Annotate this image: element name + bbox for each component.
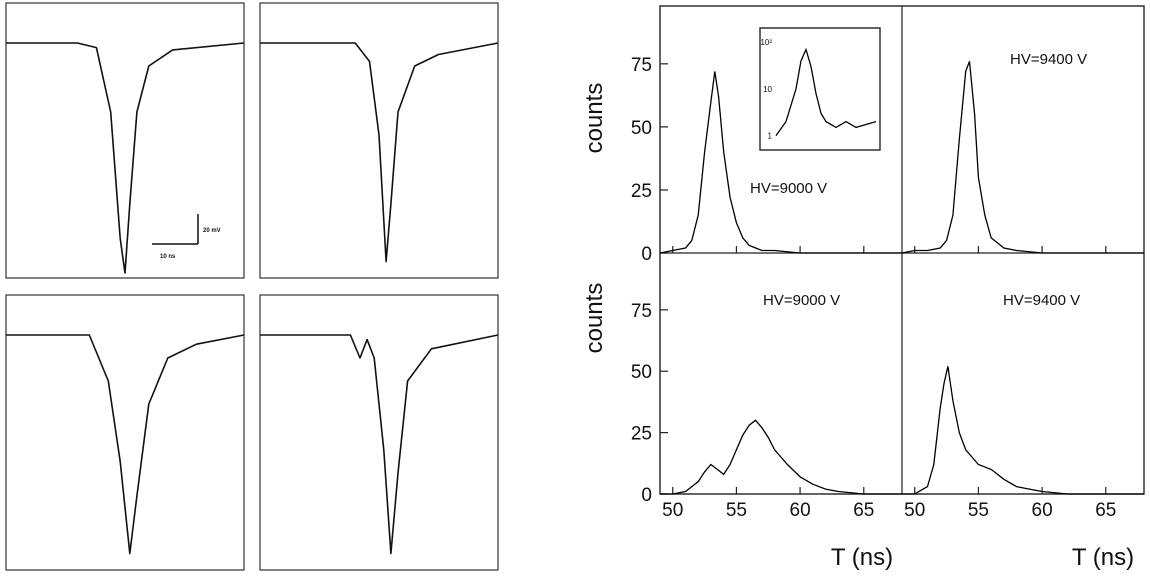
inset-ytick-label-1: 1 (768, 132, 773, 141)
scope-trace-tr (260, 42, 499, 263)
ytick-label-bottom-left-75: 75 (631, 301, 652, 322)
histogram-line-top-left (659, 71, 902, 254)
annotation-top-right: HV=9400 V (1010, 51, 1087, 68)
inset-ytick-label-100: 10² (760, 38, 772, 47)
annotation-bottom-right: HV=9400 V (1003, 292, 1080, 309)
histogram-panels: 0 25 50 75 0 25 50 75 50 55 60 65 50 55 60 65 counts co… (581, 5, 1145, 571)
annotation-top-left: HV=9000 V (750, 180, 827, 197)
ytick-label-bottom-left-0: 0 (641, 485, 652, 506)
xtick-label-bottom-left-50: 50 (662, 500, 683, 521)
xtick-label-bottom-right-60: 60 (1032, 500, 1053, 521)
oscilloscope-panels: 10 ns 20 mV (5, 2, 499, 571)
scale-bar-time-label: 10 ns (160, 254, 176, 260)
xtick-label-bottom-left-55: 55 (726, 500, 747, 521)
scope-panel-tl (5, 2, 245, 279)
ylabel-top: counts (581, 83, 608, 154)
ytick-label-bottom-left-50: 50 (631, 362, 652, 383)
scope-panel-tr (259, 2, 499, 279)
inset-ytick-label-10: 10 (763, 85, 772, 94)
scope-trace-br (260, 334, 499, 555)
inset-frame (759, 27, 881, 151)
xlabel-right: T (ns) (1072, 544, 1134, 571)
histogram-line-bottom-right (902, 366, 1144, 495)
scale-bar: 10 ns 20 mV (152, 214, 221, 260)
histogram-line-bottom-left (660, 419, 902, 495)
ytick-label-bottom-left-25: 25 (631, 424, 652, 445)
inset-log-histogram: 1 10 10² (759, 27, 881, 151)
scope-panel-bl (5, 294, 245, 571)
ytick-label-top-left-0: 0 (641, 244, 652, 265)
ytick-label-top-left-50: 50 (631, 118, 652, 139)
scale-bar-voltage-label: 20 mV (203, 228, 221, 234)
xlabel-left: T (ns) (831, 544, 893, 571)
inset-histogram-line (775, 47, 877, 136)
xtick-label-bottom-right-55: 55 (968, 500, 989, 521)
histogram-line-top-right (901, 61, 1144, 254)
xtick-label-bottom-right-50: 50 (904, 500, 925, 521)
xtick-label-bottom-left-60: 60 (790, 500, 811, 521)
xtick-label-bottom-right-65: 65 (1095, 500, 1116, 521)
ytick-label-top-left-25: 25 (631, 181, 652, 202)
scope-trace-bl (6, 334, 245, 555)
ytick-label-top-left-75: 75 (631, 55, 652, 76)
xtick-label-bottom-left-65: 65 (853, 500, 874, 521)
scope-trace-tl (6, 42, 245, 274)
annotation-bottom-left: HV=9000 V (763, 292, 840, 309)
ylabel-bottom: counts (581, 283, 608, 354)
scope-panel-br (259, 294, 499, 571)
